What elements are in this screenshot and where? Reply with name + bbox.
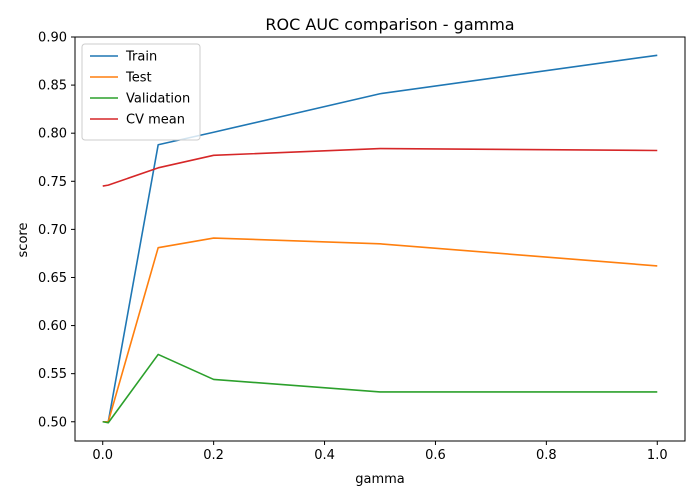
- series-line-validation: [102, 353, 658, 424]
- y-tick-label: 0.75: [38, 175, 67, 190]
- y-tick-label: 0.65: [38, 271, 67, 286]
- x-tick-label: 0.0: [92, 448, 113, 463]
- y-tick-label: 0.55: [38, 367, 67, 382]
- y-tick-label: 0.85: [38, 79, 67, 94]
- axes-frame: [74, 36, 686, 442]
- legend-label-test: Test: [125, 71, 152, 86]
- x-tick-label: 0.6: [425, 448, 446, 463]
- x-tick-label: 1.0: [647, 448, 668, 463]
- x-tick-label: 0.8: [536, 448, 557, 463]
- y-tick-label: 0.80: [38, 127, 67, 142]
- x-tick-label: 0.2: [203, 448, 224, 463]
- series-line-test: [102, 237, 658, 423]
- y-tick-label: 0.70: [38, 223, 67, 238]
- y-tick-label: 0.60: [38, 319, 67, 334]
- y-tick-label: 0.90: [38, 31, 67, 46]
- legend-box: [81, 43, 201, 141]
- series-line-cv-mean: [102, 147, 658, 187]
- legend-label-train: Train: [125, 50, 157, 65]
- y-tick-label: 0.50: [38, 415, 67, 430]
- legend: Train Test Validation CV mean: [81, 43, 201, 141]
- x-axis-label: gamma: [355, 472, 405, 487]
- legend-label-cv-mean: CV mean: [126, 113, 185, 128]
- y-axis-label: score: [16, 223, 31, 258]
- chart-title: ROC AUC comparison - gamma: [265, 15, 514, 34]
- axes: 0.0 0.2 0.4 0.6 0.8 1.0 0.50 0.55 0.60 0.65 0.70 0.…: [38, 31, 686, 463]
- legend-label-validation: Validation: [126, 92, 190, 107]
- x-tick-label: 0.4: [314, 448, 335, 463]
